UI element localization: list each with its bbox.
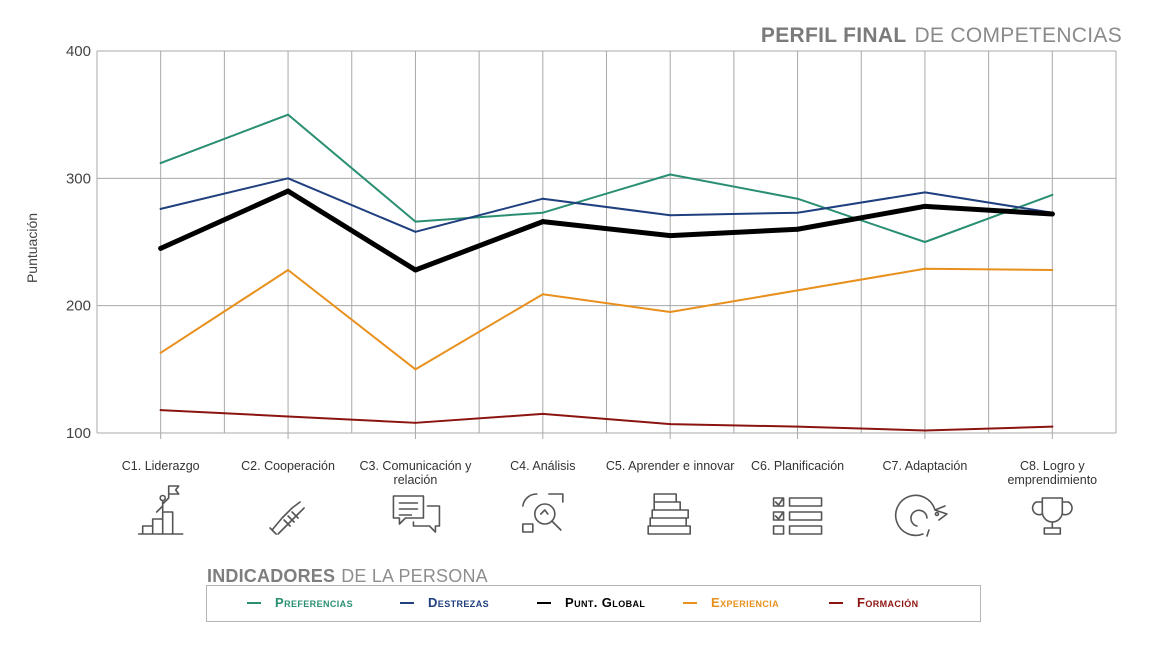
data-point [669, 311, 672, 314]
data-point [796, 425, 799, 428]
y-axis-label: Puntuación [24, 213, 40, 283]
chart-title: PERFIL FINAL DE COMPETENCIAS [761, 24, 1122, 48]
data-point [414, 421, 417, 424]
data-point [287, 415, 290, 418]
legend-item-punt-global: Punt. Global [537, 595, 645, 610]
data-point [923, 429, 926, 432]
checklist-icon [772, 497, 823, 535]
data-point [414, 220, 417, 223]
legend-item-experiencia: Experiencia [683, 595, 779, 610]
legend-label: Destrezas [428, 595, 489, 610]
data-point [159, 162, 162, 165]
legend-title-light: DE LA PERSONA [341, 566, 488, 586]
data-point [1051, 425, 1054, 428]
magnifier-chart-icon [522, 493, 564, 533]
data-point [540, 219, 546, 225]
legend-swatch [683, 601, 697, 604]
handshake-icon [269, 501, 305, 535]
x-tick-label: C5. Aprender e innovar [606, 459, 735, 473]
category-icons [137, 485, 1073, 537]
chart-grid [96, 50, 1117, 439]
data-point [669, 423, 672, 426]
data-point [412, 267, 418, 273]
books-stack-icon [647, 493, 691, 535]
y-axis-ticks: 100 200 300 400 [66, 43, 91, 442]
data-point [796, 289, 799, 292]
leadership-podium-icon [137, 485, 184, 535]
data-point [287, 113, 290, 116]
data-point [159, 351, 162, 354]
chat-bubbles-icon [392, 495, 441, 533]
chameleon-icon [894, 494, 948, 537]
legend-item-destrezas: Destrezas [400, 595, 489, 610]
data-point [796, 211, 799, 214]
x-tick-label: C3. Comunicación y relación [360, 459, 473, 487]
legend-swatch [400, 601, 414, 604]
legend-label: Formación [857, 595, 919, 610]
x-tick-label: C6. Planificación [751, 459, 844, 473]
data-point [922, 203, 928, 209]
data-point [796, 197, 799, 200]
legend-label: Experiencia [711, 595, 780, 610]
chart-series [158, 113, 1055, 432]
series-line-experiencia [159, 267, 1054, 371]
data-point [669, 214, 672, 217]
data-point [159, 207, 162, 210]
legend-item-preferencias: Preferencias [247, 595, 353, 610]
x-tick-label: C7. Adaptación [883, 459, 968, 473]
legend-label: Preferencias [275, 595, 353, 610]
x-tick-label: C8. Logro y emprendimiento [1007, 459, 1097, 487]
series-line-destrezas [159, 177, 1054, 233]
data-point [285, 188, 291, 194]
data-point [414, 368, 417, 371]
x-axis-labels: C1. Liderazgo C2. Cooperación C3. Comunica… [122, 459, 1097, 487]
series-line-formaci-n [159, 409, 1054, 432]
data-point [414, 230, 417, 233]
data-point [923, 241, 926, 243]
data-point [158, 245, 164, 251]
data-point [1051, 269, 1054, 272]
x-tick-label: C2. Cooperación [241, 459, 335, 473]
data-point [1049, 211, 1055, 217]
legend-swatch [247, 601, 261, 604]
y-tick-label: 300 [66, 170, 91, 187]
data-point [923, 191, 926, 194]
chart-title-bold: PERFIL FINAL [760, 24, 907, 47]
y-tick-label: 200 [66, 298, 91, 315]
data-point [795, 226, 801, 232]
legend-swatch [537, 601, 551, 604]
data-point [667, 233, 673, 239]
y-tick-label: 400 [66, 43, 91, 60]
x-tick-label: C4. Análisis [510, 459, 575, 473]
data-point [541, 412, 544, 415]
data-point [287, 177, 290, 180]
legend-label: Punt. Global [565, 595, 646, 610]
data-point [541, 197, 544, 200]
data-point [923, 267, 926, 270]
legend: Preferencias Destrezas Punt. Global Expe… [206, 585, 981, 622]
data-point [1051, 193, 1054, 196]
y-tick-label: 100 [66, 425, 91, 442]
series-line-preferencias [159, 113, 1054, 243]
data-point [541, 211, 544, 214]
legend-swatch [829, 601, 843, 604]
legend-title-bold: INDICADORES [207, 566, 336, 586]
data-point [541, 293, 544, 296]
trophy-icon [1031, 497, 1073, 535]
data-point [669, 173, 672, 176]
legend-item-formacion: Formación [829, 595, 919, 610]
data-point [159, 409, 162, 412]
legend-title: INDICADORES DE LA PERSONA [207, 566, 488, 587]
series-line-punt-global [158, 188, 1055, 273]
chart-title-light: DE COMPETENCIAS [914, 24, 1122, 47]
x-tick-label: C1. Liderazgo [122, 459, 200, 473]
data-point [287, 269, 290, 272]
